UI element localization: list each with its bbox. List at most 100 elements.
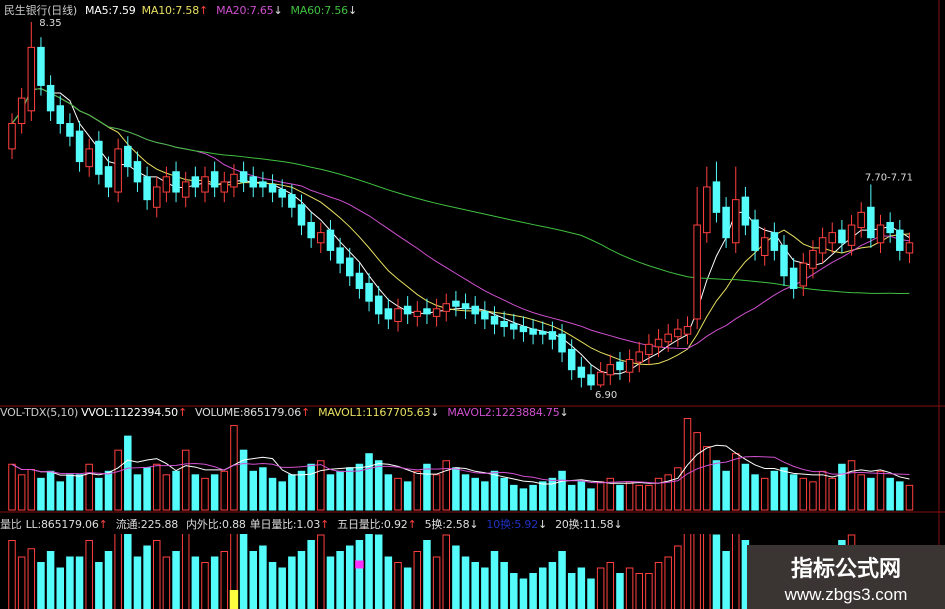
volume-bar bbox=[780, 467, 788, 511]
volume-bar bbox=[905, 484, 914, 511]
ll-bar bbox=[365, 534, 373, 609]
volume-bar bbox=[114, 449, 122, 511]
candle-body bbox=[867, 206, 875, 239]
ma20-value: MA20:7.65 bbox=[216, 4, 274, 17]
candle-body bbox=[664, 333, 672, 343]
candle-body bbox=[635, 351, 643, 363]
ll-bar bbox=[693, 534, 701, 609]
candle-body bbox=[461, 303, 470, 310]
ll-bar bbox=[46, 551, 55, 609]
ll-bar bbox=[423, 540, 431, 609]
candle-body bbox=[452, 300, 460, 307]
volume-bar bbox=[307, 463, 315, 511]
candle-body bbox=[278, 189, 286, 198]
volume-bar bbox=[596, 481, 605, 511]
ll-bar bbox=[317, 534, 325, 609]
volume-bar bbox=[17, 474, 26, 511]
ll-bar bbox=[616, 573, 624, 609]
candle-body bbox=[683, 326, 692, 335]
ll-bar bbox=[56, 567, 64, 609]
candle-body bbox=[490, 315, 499, 325]
candle-body bbox=[201, 176, 209, 193]
candle-body bbox=[732, 199, 740, 244]
mavol2-value: MAVOL2:1223884.75 bbox=[447, 406, 560, 419]
volume-bar bbox=[365, 453, 373, 511]
ll-bar bbox=[27, 548, 36, 609]
volume-bar bbox=[403, 481, 412, 511]
mavol5-line bbox=[11, 444, 910, 485]
ll-bar bbox=[432, 556, 441, 609]
ll-bar bbox=[143, 545, 151, 609]
candle-body bbox=[481, 310, 489, 320]
ll-bar bbox=[664, 556, 672, 609]
candle-body bbox=[558, 333, 566, 353]
volume-bar bbox=[789, 474, 798, 511]
ll-bar bbox=[384, 556, 393, 609]
candle-body bbox=[606, 364, 615, 376]
ll-bar bbox=[210, 556, 219, 609]
volume-bar bbox=[37, 477, 45, 511]
volume-bar bbox=[432, 474, 441, 511]
ma10-line bbox=[11, 88, 910, 366]
volume-bar bbox=[259, 467, 267, 511]
volume-bar bbox=[191, 474, 200, 511]
vol-indicator-name: VOL-TDX(5,10) bbox=[0, 406, 79, 419]
watermark: 指标公式网 www.zbgs3.com bbox=[747, 545, 945, 609]
volume-bar bbox=[278, 481, 286, 511]
ll-bar bbox=[288, 556, 296, 609]
candle-body bbox=[577, 366, 586, 378]
volume-bar bbox=[56, 481, 64, 511]
ll-bar bbox=[75, 556, 84, 609]
ll-bar bbox=[85, 540, 93, 609]
volume-bar bbox=[143, 467, 151, 511]
volume-bar bbox=[75, 474, 84, 511]
volume-bar bbox=[85, 463, 93, 511]
candle-body bbox=[789, 267, 798, 289]
candle-body bbox=[297, 204, 306, 226]
candle-body bbox=[712, 181, 721, 213]
candle-body bbox=[172, 171, 180, 193]
candle-body bbox=[471, 305, 479, 315]
ll-bar bbox=[519, 578, 528, 609]
ll-bar bbox=[17, 556, 26, 609]
ll-bar bbox=[471, 562, 479, 609]
volume-bar bbox=[133, 474, 142, 511]
candle-body bbox=[374, 295, 383, 315]
volume-bar bbox=[490, 470, 499, 511]
ll-bar bbox=[181, 534, 190, 609]
ll-value: LL:865179.06 bbox=[25, 518, 99, 531]
ll-marker bbox=[229, 590, 239, 609]
candle-body bbox=[394, 308, 402, 322]
ll-bar bbox=[249, 551, 257, 609]
ll-bar bbox=[654, 562, 663, 609]
volume-bar bbox=[529, 484, 537, 511]
ll-bar bbox=[394, 562, 402, 609]
stock-name: 民生银行(日线) bbox=[4, 4, 77, 17]
candle-body bbox=[432, 308, 441, 317]
ll-bar bbox=[529, 573, 537, 609]
volume-bar bbox=[741, 463, 750, 511]
ll-bar bbox=[153, 540, 161, 609]
up-arrow-icon: ↑ bbox=[177, 406, 187, 419]
ll-bar bbox=[220, 551, 229, 609]
ll-bar bbox=[162, 556, 171, 609]
ll-bar bbox=[326, 556, 335, 609]
volume-bar bbox=[317, 460, 325, 511]
candle-body bbox=[191, 176, 200, 188]
volume-bar bbox=[654, 477, 663, 511]
volume-bar bbox=[297, 470, 306, 511]
ll-bar bbox=[259, 545, 267, 609]
price-legend: 民生银行(日线) MA5:7.59 MA10:7.58↑ MA20:7.65↓ MA60… bbox=[4, 2, 365, 18]
volume-bar bbox=[162, 474, 171, 511]
ll-bar bbox=[442, 534, 450, 609]
candle-body bbox=[818, 237, 827, 254]
candle-body bbox=[529, 328, 537, 335]
candle-body bbox=[896, 229, 904, 251]
ll-bar bbox=[374, 534, 383, 609]
volume-bar bbox=[249, 470, 257, 511]
wuri-value: 五日量比:0.92 bbox=[337, 518, 408, 531]
volume-bar bbox=[374, 460, 383, 511]
candle-body bbox=[8, 123, 16, 150]
h10-value: 10换:5.92 bbox=[486, 518, 539, 531]
